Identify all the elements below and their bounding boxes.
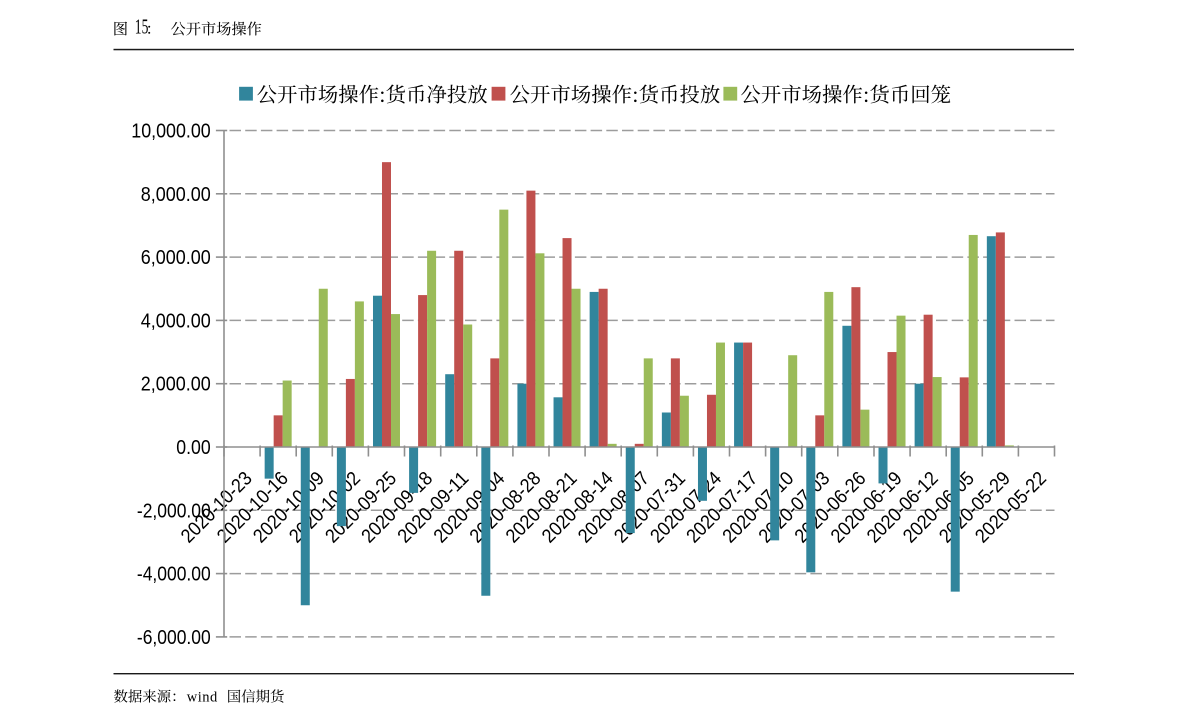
svg-text:15: 15 bbox=[135, 15, 149, 39]
svg-text:4,000.00: 4,000.00 bbox=[141, 310, 211, 332]
svg-text:8,000.00: 8,000.00 bbox=[141, 184, 211, 206]
svg-text:-2,000.00: -2,000.00 bbox=[137, 500, 211, 522]
svg-text:wind: wind bbox=[187, 690, 218, 706]
svg-text:-6,000.00: -6,000.00 bbox=[137, 627, 211, 649]
svg-text:10,000.00: 10,000.00 bbox=[131, 121, 210, 143]
svg-text:2,000.00: 2,000.00 bbox=[141, 374, 211, 396]
svg-text:0.00: 0.00 bbox=[176, 437, 210, 459]
svg-text:-4,000.00: -4,000.00 bbox=[137, 564, 211, 586]
svg-text:6,000.00: 6,000.00 bbox=[141, 247, 211, 269]
